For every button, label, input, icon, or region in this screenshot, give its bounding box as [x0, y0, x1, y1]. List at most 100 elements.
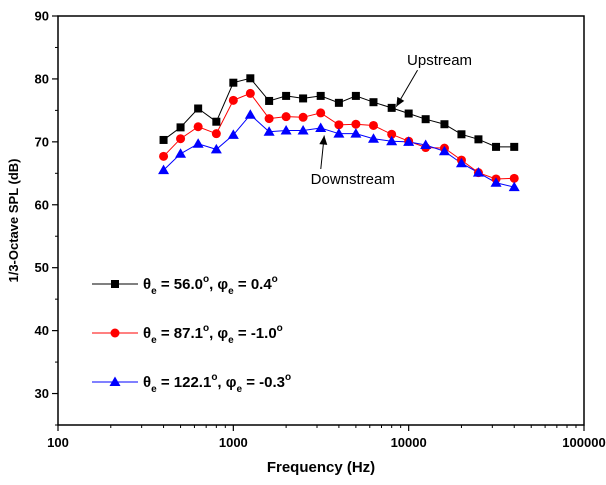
legend-phi-sym: φ [217, 276, 228, 293]
legend-marker [110, 328, 120, 338]
legend-phi-sub: e [228, 335, 234, 346]
legend-phi-sub: e [228, 286, 234, 297]
data-point-s2 [281, 112, 291, 122]
data-point-s1 [474, 135, 483, 144]
legend-theta-sub: e [151, 286, 157, 297]
data-point-s3 [420, 139, 432, 149]
data-point-s1 [421, 115, 430, 124]
legend-sep: , [209, 325, 217, 342]
data-point-s2 [228, 95, 238, 105]
data-point-s3 [367, 133, 379, 143]
x-tick-label: 1000 [219, 435, 248, 450]
legend-label-3: θe = 122.1o, φe = -0.3o [143, 372, 291, 395]
legend-phi-sym: φ [226, 374, 237, 391]
annotation-label: Upstream [407, 52, 472, 69]
legend-marker [111, 280, 119, 288]
legend-theta-sub: e [151, 384, 157, 395]
legend-theta-sub: e [151, 335, 157, 346]
annotation-arrowhead [396, 96, 405, 107]
legend-deg: o [272, 274, 278, 285]
data-point-s1 [404, 109, 413, 118]
data-point-s2 [298, 112, 308, 122]
legend-label-2: θe = 87.1o, φe = -1.0o [143, 323, 283, 346]
data-point-s2 [176, 134, 186, 144]
legend-deg: o [211, 372, 217, 383]
legend-label-1: θe = 56.0o, φe = 0.4o [143, 274, 278, 297]
data-point-s1 [246, 74, 255, 83]
data-point-s3 [490, 177, 502, 187]
data-point-s2 [316, 108, 326, 118]
plot-frame [57, 15, 585, 426]
data-point-s3 [263, 126, 275, 136]
y-tick-label: 70 [35, 134, 49, 149]
data-point-s3 [210, 143, 222, 154]
data-point-s1 [159, 135, 168, 144]
data-point-s3 [297, 125, 309, 135]
data-point-s1 [282, 91, 291, 100]
data-point-s3 [472, 167, 484, 177]
data-point-s1 [299, 94, 308, 103]
legend-phi-val: = 0.4 [234, 276, 273, 293]
legend-phi-sub: e [237, 384, 243, 395]
data-point-s1 [387, 103, 396, 112]
data-point-s1 [457, 130, 466, 139]
legend-theta-sym: θ [143, 325, 151, 342]
data-point-s3 [227, 129, 239, 139]
data-point-s3 [350, 128, 362, 138]
legend-sep: , [217, 374, 225, 391]
annotation-arrowhead [319, 135, 328, 145]
x-tick-label: 10000 [391, 435, 427, 450]
x-tick-label: 100 [47, 435, 69, 450]
data-point-s3 [175, 148, 187, 158]
data-point-s1 [369, 98, 378, 107]
data-point-s1 [194, 104, 203, 113]
legend-theta-sym: θ [143, 374, 151, 391]
data-point-s1 [229, 78, 238, 87]
data-point-s1 [440, 120, 449, 129]
data-point-s1 [334, 98, 343, 107]
y-tick-label: 90 [35, 9, 49, 24]
legend-theta-sym: θ [143, 276, 151, 293]
y-tick-label: 40 [35, 323, 49, 338]
data-point-s2 [351, 119, 361, 129]
data-point-s3 [455, 157, 467, 168]
legend-phi-sym: φ [217, 325, 228, 342]
data-point-s2 [334, 120, 344, 130]
data-point-s1 [510, 142, 519, 151]
data-point-s2 [159, 151, 169, 161]
data-point-s1 [265, 96, 274, 105]
x-axis-title: Frequency (Hz) [267, 459, 375, 476]
legend-marker [109, 376, 121, 386]
data-point-s1 [212, 117, 221, 126]
data-point-s1 [176, 123, 185, 132]
legend-theta-val: = 56.0 [157, 276, 203, 293]
series-markers [158, 74, 520, 192]
y-tick-label: 50 [35, 260, 49, 275]
legend-theta-val: = 87.1 [157, 325, 203, 342]
data-point-s1 [351, 91, 360, 100]
x-tick-label: 100000 [562, 435, 605, 450]
data-point-s1 [492, 142, 501, 151]
legend-phi-val: = -0.3 [242, 374, 285, 391]
y-tick-label: 60 [35, 197, 49, 212]
legend-theta-val: = 122.1 [157, 374, 212, 391]
data-point-s3 [158, 164, 170, 175]
legend-deg: o [203, 323, 209, 334]
legend-deg: o [203, 274, 209, 285]
data-point-s2 [368, 120, 378, 130]
data-point-s2 [211, 129, 221, 139]
data-point-s3 [192, 138, 204, 148]
data-point-s2 [387, 129, 397, 139]
ticks: 100 1000 10000 100000 30 40 50 60 70 80 90 [35, 9, 606, 451]
data-point-s3 [280, 125, 292, 135]
y-tick-label: 80 [35, 71, 49, 86]
legend-deg: o [277, 323, 283, 334]
data-point-s2 [245, 88, 255, 98]
data-point-s3 [244, 109, 256, 119]
data-point-s3 [315, 122, 327, 133]
data-point-s3 [403, 136, 415, 146]
annotations: Upstream Downstream [311, 52, 472, 188]
y-tick-label: 30 [35, 386, 49, 401]
